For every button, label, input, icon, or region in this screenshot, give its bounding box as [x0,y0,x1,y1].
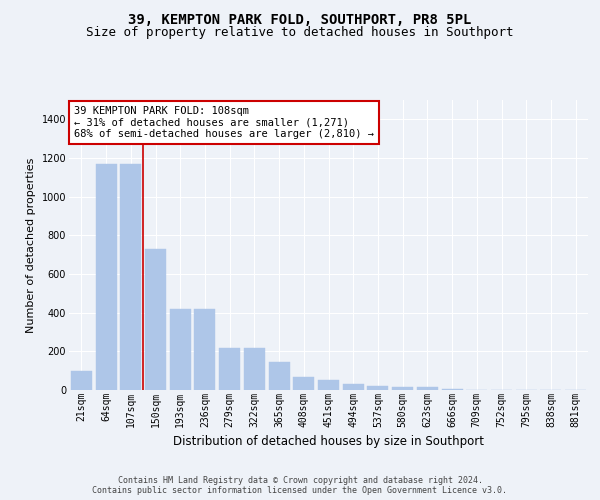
Bar [71,370,92,390]
Bar [145,249,166,390]
Bar [442,389,463,390]
Bar [269,362,290,390]
Text: 39, KEMPTON PARK FOLD, SOUTHPORT, PR8 5PL: 39, KEMPTON PARK FOLD, SOUTHPORT, PR8 5P… [128,12,472,26]
Bar [392,387,413,390]
Text: 39 KEMPTON PARK FOLD: 108sqm
← 31% of detached houses are smaller (1,271)
68% of: 39 KEMPTON PARK FOLD: 108sqm ← 31% of de… [74,106,374,139]
Bar [318,380,339,390]
Text: Contains HM Land Registry data © Crown copyright and database right 2024.
Contai: Contains HM Land Registry data © Crown c… [92,476,508,495]
Bar [95,164,116,390]
Bar [367,386,388,390]
Bar [417,387,438,390]
Text: Size of property relative to detached houses in Southport: Size of property relative to detached ho… [86,26,514,39]
Bar [244,348,265,390]
Bar [194,309,215,390]
Bar [343,384,364,390]
Bar [219,348,240,390]
X-axis label: Distribution of detached houses by size in Southport: Distribution of detached houses by size … [173,435,484,448]
Bar [293,378,314,390]
Y-axis label: Number of detached properties: Number of detached properties [26,158,36,332]
Bar [170,309,191,390]
Bar [120,164,141,390]
